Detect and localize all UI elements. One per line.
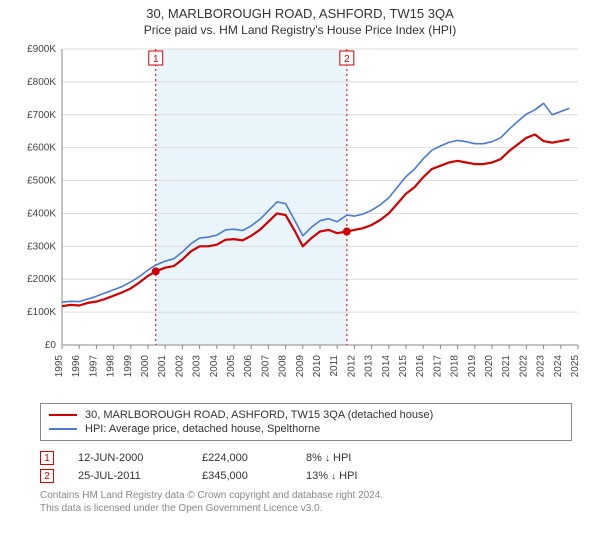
svg-text:2015: 2015 [398,355,409,378]
svg-text:2001: 2001 [157,355,168,378]
svg-text:£200K: £200K [27,274,56,285]
footer-line-1: Contains HM Land Registry data © Crown c… [40,489,572,502]
legend-row: HPI: Average price, detached house, Spel… [49,422,563,436]
svg-text:£100K: £100K [27,307,56,318]
sale-date: 25-JUL-2011 [78,470,178,482]
svg-text:2012: 2012 [346,355,357,378]
svg-text:2004: 2004 [209,355,220,378]
svg-text:2005: 2005 [226,355,237,378]
sale-price: £224,000 [202,452,282,464]
svg-text:2022: 2022 [518,355,529,378]
sale-date: 12-JUN-2000 [78,452,178,464]
svg-text:2008: 2008 [278,355,289,378]
legend-label: HPI: Average price, detached house, Spel… [85,423,320,435]
sale-marker: 1 [40,451,54,465]
svg-text:2023: 2023 [536,355,547,378]
svg-text:1997: 1997 [88,355,99,378]
svg-text:2: 2 [344,54,350,65]
svg-text:2002: 2002 [174,355,185,378]
svg-text:£700K: £700K [27,110,56,121]
svg-text:£300K: £300K [27,241,56,252]
svg-text:2014: 2014 [381,355,392,378]
chart-area: £0 £100K £200K £300K £400K £500K £600K £700K £80… [14,39,586,399]
title-main: 30, MARLBOROUGH ROAD, ASHFORD, TW15 3QA [0,6,600,21]
arrow-down-icon: ↓ [331,471,336,482]
svg-text:2016: 2016 [415,355,426,378]
svg-text:2018: 2018 [450,355,461,378]
legend-swatch [49,414,77,416]
svg-text:2019: 2019 [467,355,478,378]
svg-text:2025: 2025 [570,355,581,378]
legend-swatch [49,428,77,430]
svg-text:1995: 1995 [54,355,65,378]
svg-text:£0: £0 [45,340,57,351]
sale-price: £345,000 [202,470,282,482]
sale-hpi: 8% ↓ HPI [306,452,406,464]
svg-text:1998: 1998 [106,355,117,378]
chart-titles: 30, MARLBOROUGH ROAD, ASHFORD, TW15 3QA … [0,0,600,39]
footer-line-2: This data is licensed under the Open Gov… [40,502,572,515]
sale-marker: 2 [40,469,54,483]
svg-text:2006: 2006 [243,355,254,378]
svg-text:1996: 1996 [71,355,82,378]
svg-text:1999: 1999 [123,355,134,378]
svg-text:2011: 2011 [329,355,340,377]
sales-table: 1 12-JUN-2000 £224,000 8% ↓ HPI 2 25-JUL-2011… [40,449,572,485]
svg-text:2013: 2013 [364,355,375,378]
footer: Contains HM Land Registry data © Crown c… [40,489,572,515]
svg-text:1: 1 [153,54,159,65]
svg-text:£800K: £800K [27,77,56,88]
svg-text:2010: 2010 [312,355,323,378]
chart-svg: £0 £100K £200K £300K £400K £500K £600K £700K £80… [14,39,586,399]
svg-text:£400K: £400K [27,208,56,219]
arrow-down-icon: ↓ [325,453,330,464]
svg-text:£500K: £500K [27,176,56,187]
svg-text:2021: 2021 [501,355,512,378]
sale-row: 2 25-JUL-2011 £345,000 13% ↓ HPI [40,467,572,485]
sale-row: 1 12-JUN-2000 £224,000 8% ↓ HPI [40,449,572,467]
svg-text:2024: 2024 [553,355,564,378]
svg-text:2003: 2003 [192,355,203,378]
svg-text:2020: 2020 [484,355,495,378]
title-sub: Price paid vs. HM Land Registry's House … [0,23,600,37]
legend: 30, MARLBOROUGH ROAD, ASHFORD, TW15 3QA … [40,403,572,441]
svg-text:2000: 2000 [140,355,151,378]
legend-row: 30, MARLBOROUGH ROAD, ASHFORD, TW15 3QA … [49,408,563,422]
legend-label: 30, MARLBOROUGH ROAD, ASHFORD, TW15 3QA … [85,409,433,421]
sale-hpi: 13% ↓ HPI [306,470,406,482]
svg-text:£900K: £900K [27,44,56,55]
svg-text:£600K: £600K [27,143,56,154]
svg-text:2017: 2017 [432,355,443,378]
svg-text:2007: 2007 [260,355,271,378]
svg-text:2009: 2009 [295,355,306,378]
